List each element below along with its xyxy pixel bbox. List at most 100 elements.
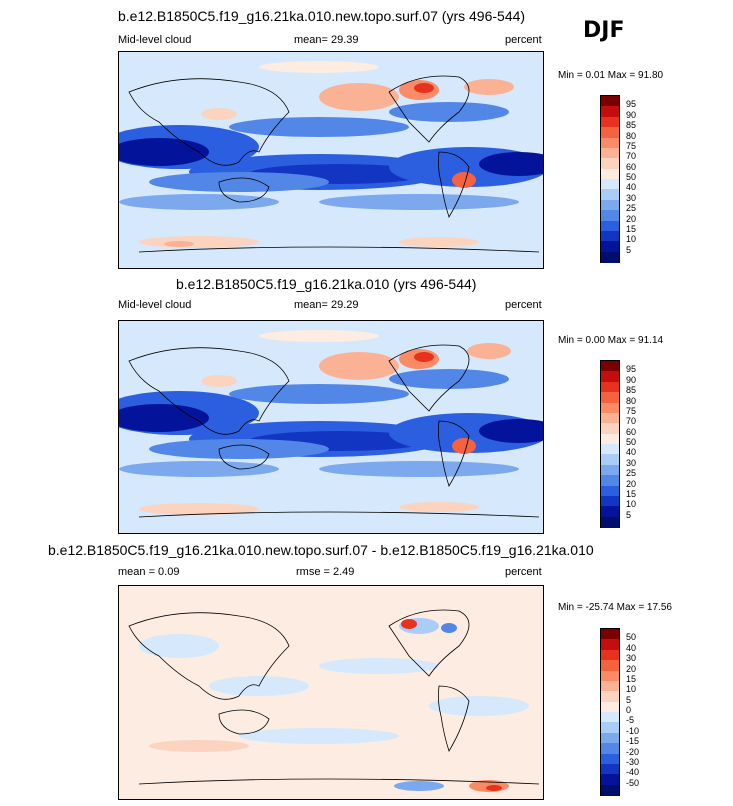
- colorbar-tick-label: -30: [626, 756, 640, 767]
- colorbar-segment: [601, 433, 619, 445]
- colorbar-tick-label: 75: [626, 140, 637, 151]
- colorbar-segment: [601, 691, 619, 703]
- colorbar-tick-label: 85: [626, 120, 637, 131]
- colorbar-tick-label: 10: [626, 234, 637, 245]
- colorbar-tick-label: 50: [626, 172, 637, 182]
- colorbar-segment: [601, 189, 619, 201]
- panel-1-map-svg: [119, 52, 543, 268]
- colorbar-tick-label: 70: [626, 416, 637, 427]
- colorbar-segment: [601, 774, 619, 786]
- panel-2-colorbar: [600, 360, 620, 528]
- colorbar-tick-label: 15: [626, 223, 637, 234]
- colorbar-segment: [601, 127, 619, 138]
- colorbar-tick-label: 0: [626, 705, 632, 715]
- colorbar-segment: [601, 649, 619, 661]
- colorbar-tick-label: -20: [626, 746, 640, 757]
- colorbar-tick-label: 85: [626, 385, 637, 396]
- panel-3-mean: mean = 0.09: [118, 566, 180, 578]
- colorbar-segment: [601, 712, 619, 723]
- colorbar-segment: [601, 464, 619, 476]
- colorbar-tick-label: 90: [626, 374, 637, 385]
- colorbar-segment: [601, 158, 619, 170]
- colorbar-segment: [601, 220, 619, 232]
- panel-3-minmax: Min = -25.74 Max = 17.56: [558, 602, 672, 613]
- season-label: DJF: [583, 18, 625, 43]
- colorbar-tick-label: 30: [626, 653, 637, 664]
- panel-3-map-svg: [119, 586, 543, 799]
- panel-2-map-svg: [119, 321, 543, 533]
- colorbar-segment: [601, 763, 619, 775]
- colorbar-segment: [601, 230, 619, 242]
- panel-2-units: percent: [505, 299, 542, 311]
- colorbar-segment: [601, 96, 619, 107]
- colorbar-segment: [601, 412, 619, 424]
- panel-3-colorbar: [600, 628, 620, 796]
- panel-1-title: b.e12.B1850C5.f19_g16.21ka.010.new.topo.…: [118, 8, 526, 24]
- colorbar-segment: [601, 454, 619, 466]
- colorbar-tick-label: -5: [626, 715, 635, 726]
- panel-2-minmax: Min = 0.00 Max = 91.14: [558, 335, 664, 346]
- colorbar-tick-label: 95: [626, 99, 637, 110]
- colorbar-segment: [601, 251, 619, 263]
- colorbar-tick-label: 10: [626, 684, 637, 695]
- colorbar-segment: [601, 732, 619, 744]
- colorbar-tick-label: 50: [626, 632, 637, 643]
- colorbar-tick-label: 25: [626, 468, 637, 479]
- colorbar-segment: [601, 241, 619, 253]
- colorbar-tick-label: 20: [626, 213, 637, 224]
- colorbar-segment: [601, 199, 619, 211]
- colorbar-tick-label: -50: [626, 777, 640, 788]
- colorbar-tick-label: -10: [626, 725, 640, 736]
- panel-2-title: b.e12.B1850C5.f19_g16.21ka.010 (yrs 496-…: [176, 276, 477, 292]
- panel-1-mean: mean= 29.39: [294, 34, 359, 46]
- colorbar-segment: [601, 137, 619, 149]
- panel-2-variable: Mid-level cloud: [118, 299, 192, 311]
- panel-1-minmax: Min = 0.01 Max = 91.80: [558, 70, 664, 81]
- colorbar-tick-label: 25: [626, 203, 637, 214]
- colorbar-tick-label: 95: [626, 364, 637, 375]
- colorbar-segment: [601, 147, 619, 159]
- panel-1-units: percent: [505, 34, 542, 46]
- colorbar-segment: [601, 670, 619, 682]
- panel-2-mean: mean= 29.29: [294, 299, 359, 311]
- colorbar-tick-label: 40: [626, 642, 637, 653]
- colorbar-segment: [601, 722, 619, 734]
- colorbar-segment: [601, 402, 619, 414]
- colorbar-segment: [601, 743, 619, 754]
- colorbar-segment: [601, 475, 619, 486]
- colorbar-tick-label: 30: [626, 457, 637, 468]
- colorbar-segment: [601, 485, 619, 497]
- colorbar-segment: [601, 680, 619, 692]
- colorbar-segment: [601, 444, 619, 455]
- colorbar-segment: [601, 784, 619, 796]
- colorbar-tick-label: 30: [626, 192, 637, 203]
- colorbar-tick-label: 15: [626, 673, 637, 684]
- colorbar-segment: [601, 179, 619, 190]
- colorbar-segment: [601, 381, 619, 393]
- panel-3-map: [118, 585, 544, 800]
- colorbar-segment: [601, 506, 619, 518]
- colorbar-tick-label: 40: [626, 182, 637, 193]
- colorbar-segment: [601, 701, 619, 713]
- panel-3-rmse: rmse = 2.49: [296, 566, 355, 578]
- colorbar-segment: [601, 168, 619, 180]
- colorbar-tick-label: -15: [626, 736, 640, 747]
- colorbar-tick-label: 15: [626, 488, 637, 499]
- colorbar-segment: [601, 495, 619, 507]
- panel-1-variable: Mid-level cloud: [118, 34, 192, 46]
- colorbar-tick-label: 5: [626, 509, 632, 520]
- panel-1-colorbar: [600, 95, 620, 263]
- colorbar-segment: [601, 660, 619, 671]
- colorbar-segment: [601, 629, 619, 640]
- colorbar-tick-label: 40: [626, 447, 637, 458]
- colorbar-segment: [601, 516, 619, 528]
- panel-3-title: b.e12.B1850C5.f19_g16.21ka.010.new.topo.…: [48, 542, 594, 558]
- colorbar-segment: [601, 210, 619, 221]
- panel-3-units: percent: [505, 566, 542, 578]
- colorbar-tick-label: 20: [626, 478, 637, 489]
- colorbar-tick-label: 70: [626, 151, 637, 162]
- colorbar-tick-label: -40: [626, 767, 640, 778]
- colorbar-tick-label: 80: [626, 395, 637, 406]
- colorbar-segment: [601, 116, 619, 128]
- colorbar-segment: [601, 639, 619, 651]
